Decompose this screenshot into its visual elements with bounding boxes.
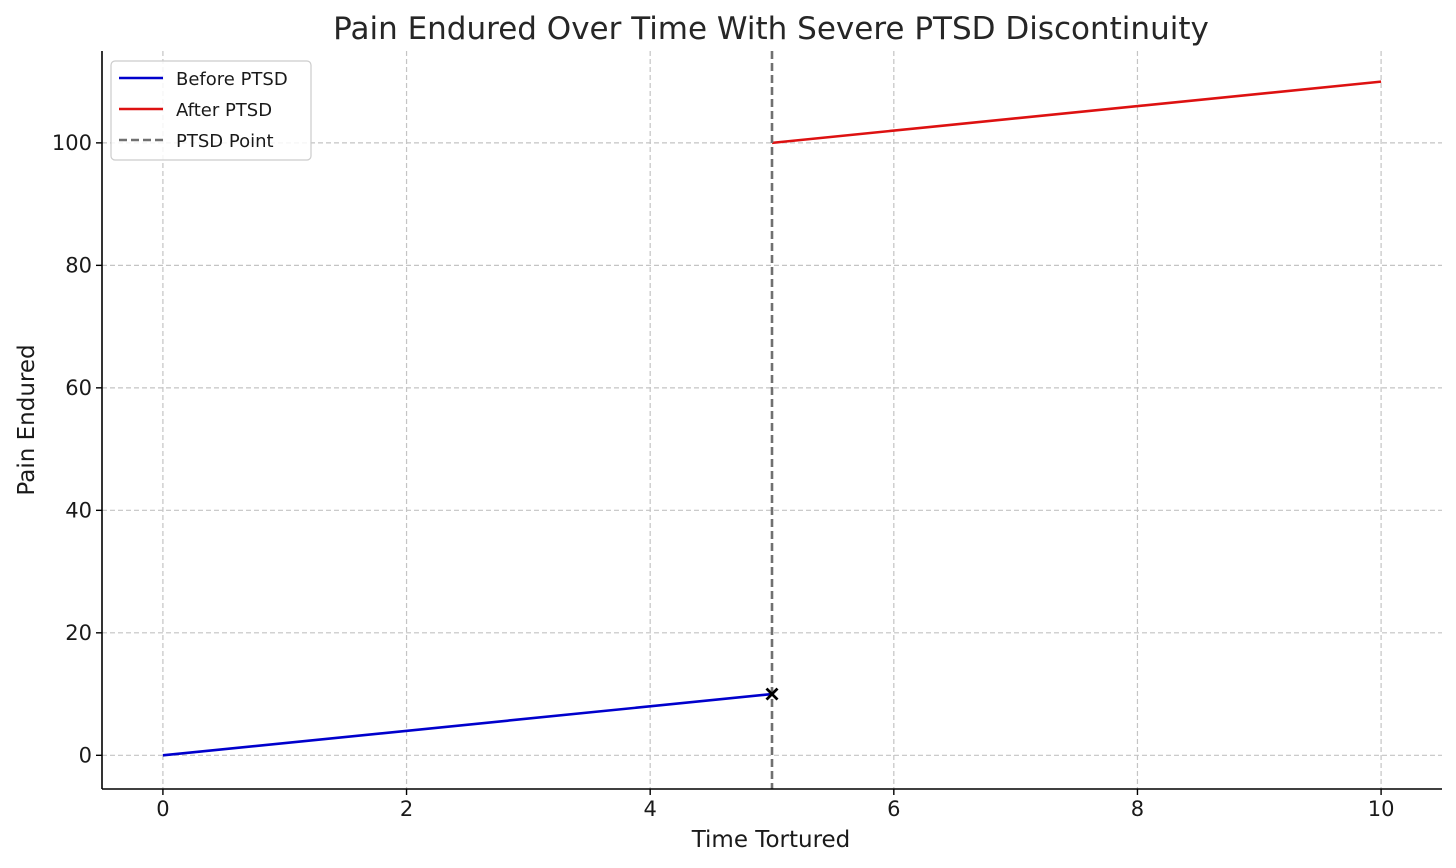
x-axis-label: Time Tortured [691,827,851,853]
y-tick-label: 0 [79,743,92,767]
x-marker [765,687,779,701]
y-axis-label: Pain Endured [14,344,40,495]
legend: Before PTSD After PTSD PTSD Point [110,60,312,161]
series-layer [162,51,1382,789]
legend-label-ptsd-point: PTSD Point [176,131,274,152]
y-tick-label: 60 [65,376,92,400]
series-line-before-ptsd [162,692,773,757]
y-tick-label: 80 [65,253,92,277]
x-tick-label: 4 [643,797,656,821]
y-tick-label: 100 [52,131,92,155]
x-marker-stroke [765,687,779,701]
chart-title: Pain Endured Over Time With Severe PTSD … [333,11,1209,47]
y-tick-label: 40 [65,498,92,522]
legend-box [110,60,312,161]
x-tick-label: 10 [1368,797,1395,821]
series-line-after-ptsd [771,80,1382,145]
legend-label-before-ptsd: Before PTSD [176,69,288,90]
x-tick-label: 2 [400,797,413,821]
x-tick-label: 6 [887,797,900,821]
y-tick-label: 20 [65,621,92,645]
x-tick-label: 8 [1131,797,1144,821]
axes-layer [101,51,1442,790]
x-tick-label: 0 [156,797,169,821]
legend-label-after-ptsd: After PTSD [176,100,272,121]
grid-layer [102,51,1442,789]
